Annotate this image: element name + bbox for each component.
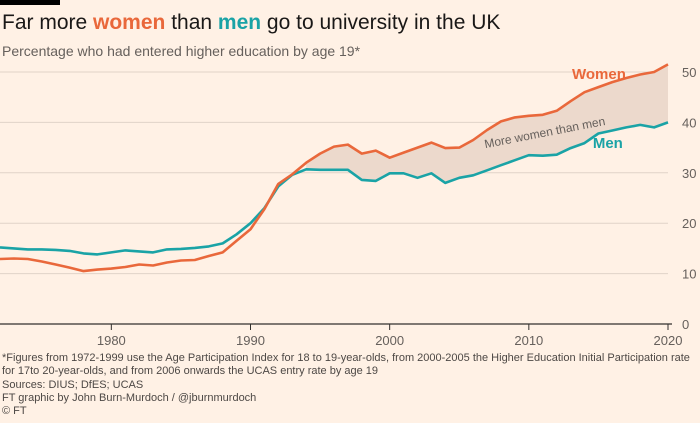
x-tick-label: 2010 bbox=[514, 333, 543, 348]
women-line bbox=[0, 63, 669, 273]
gridlines: 0 10 20 30 40 50 bbox=[0, 65, 696, 332]
line-chart: 0 10 20 30 40 50 1980 1990 2000 2010 2020 Women Me… bbox=[0, 63, 696, 348]
y-tick-label: 40 bbox=[682, 115, 696, 130]
chart-title: Far more women than men go to university… bbox=[2, 10, 500, 36]
title-prefix: Far more bbox=[2, 11, 94, 34]
x-tick-label: 2000 bbox=[375, 333, 404, 348]
title-middle: than bbox=[165, 11, 218, 34]
gap-area bbox=[306, 64, 668, 183]
y-tick-label: 50 bbox=[682, 65, 696, 80]
men-label: Men bbox=[593, 135, 623, 152]
x-tick-label: 1980 bbox=[97, 333, 126, 348]
y-tick-label: 30 bbox=[682, 166, 696, 181]
x-axis: 1980 1990 2000 2010 2020 bbox=[0, 323, 683, 348]
y-tick-label: 0 bbox=[682, 317, 689, 332]
title-men: men bbox=[217, 11, 262, 34]
y-tick-label: 20 bbox=[682, 216, 696, 231]
footnote-block: *Figures from 1972-1999 use the Age Part… bbox=[2, 352, 692, 418]
women-label: Women bbox=[572, 66, 626, 83]
methodology-note: *Figures from 1972-1999 use the Age Part… bbox=[2, 352, 690, 378]
brand-bar bbox=[0, 0, 60, 5]
chart-subtitle: Percentage who had entered higher educat… bbox=[2, 43, 361, 59]
x-tick-label: 2020 bbox=[654, 333, 683, 348]
title-suffix: go to university in the UK bbox=[261, 11, 501, 34]
title-women: women bbox=[93, 11, 166, 34]
y-tick-label: 10 bbox=[682, 267, 696, 282]
x-tick-label: 1990 bbox=[236, 333, 265, 348]
copyright-note: © FT bbox=[2, 405, 27, 418]
men-line bbox=[0, 121, 669, 256]
sources-note: Sources: DIUS; DfES; UCAS bbox=[2, 378, 144, 391]
series-lines bbox=[0, 63, 669, 273]
credit-note: FT graphic by John Burn-Murdoch / @jburn… bbox=[2, 391, 257, 404]
